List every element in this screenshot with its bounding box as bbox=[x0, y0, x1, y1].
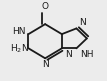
Text: HN: HN bbox=[12, 27, 25, 36]
Text: N: N bbox=[65, 50, 72, 59]
Text: H$_2$N: H$_2$N bbox=[10, 42, 29, 55]
Text: N: N bbox=[79, 18, 86, 27]
Text: O: O bbox=[42, 2, 49, 11]
Text: NH: NH bbox=[80, 50, 94, 59]
Text: N: N bbox=[42, 60, 49, 69]
